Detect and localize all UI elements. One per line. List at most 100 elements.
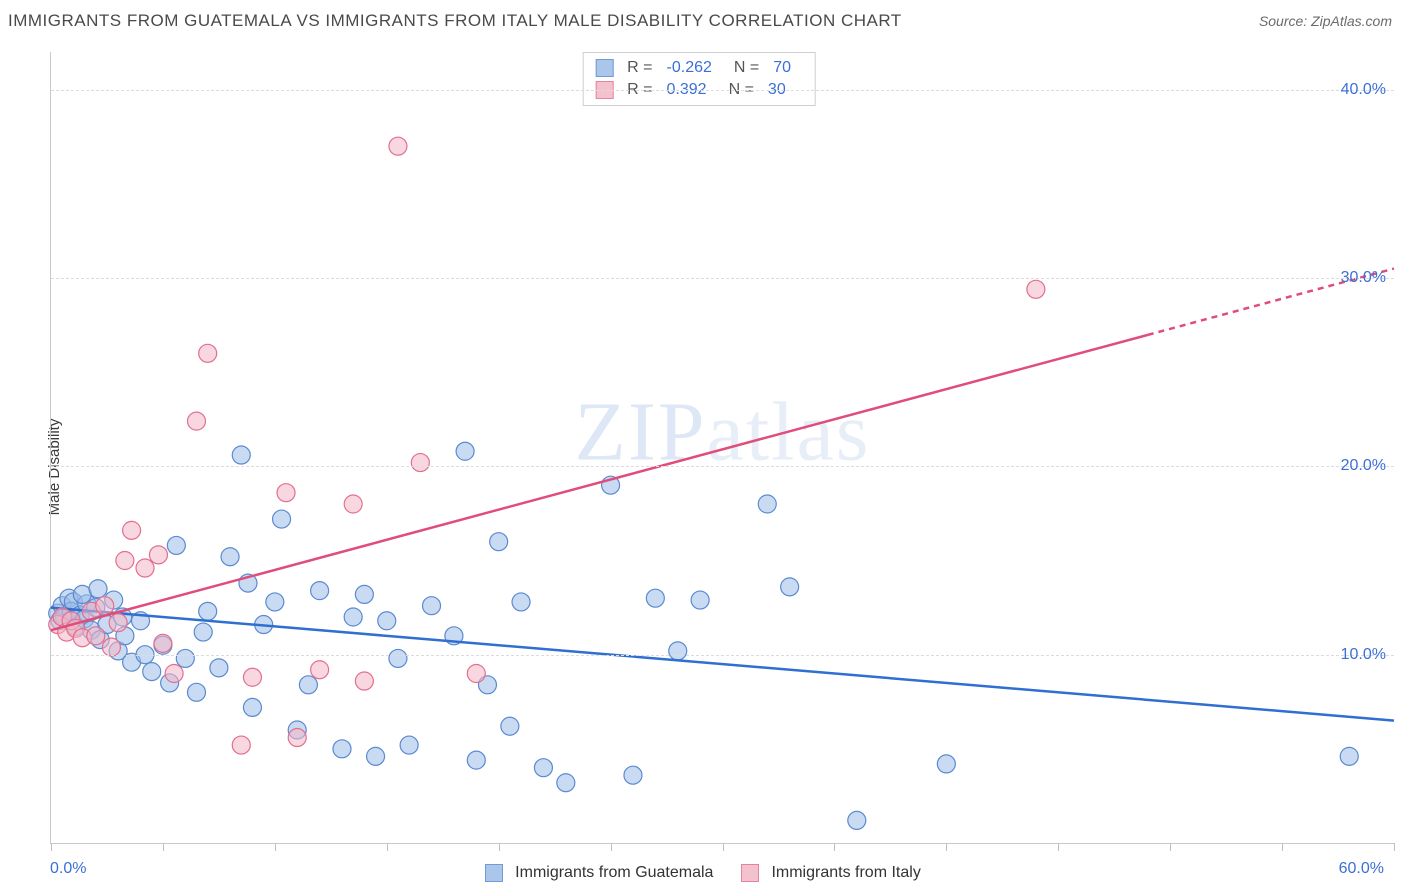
legend-label-italy: Immigrants from Italy [771,864,920,882]
scatter-point [355,585,373,603]
x-tick [387,843,388,851]
scatter-point [149,546,167,564]
x-tick [1170,843,1171,851]
scatter-point [232,446,250,464]
x-tick [1058,843,1059,851]
scatter-point [333,740,351,758]
x-tick [499,843,500,851]
scatter-point [400,736,418,754]
scatter-point [266,593,284,611]
scatter-point [165,665,183,683]
x-tick [275,843,276,851]
title-bar: IMMIGRANTS FROM GUATEMALA VS IMMIGRANTS … [0,0,1406,42]
scatter-point [187,412,205,430]
scatter-point [456,442,474,460]
gridline-h [51,655,1394,656]
scatter-point [937,755,955,773]
scatter-point [194,623,212,641]
swatch-guatemala [595,59,613,77]
scatter-point [758,495,776,513]
legend-swatch-guatemala [485,864,503,882]
scatter-point [243,698,261,716]
correlation-legend: R = -0.262 N = 70 R = 0.392 N = 30 [582,52,816,106]
scatter-point [512,593,530,611]
scatter-point [1027,280,1045,298]
plot-region: ZIPatlas R = -0.262 N = 70 R = 0.392 N =… [50,52,1394,844]
legend-item-italy: Immigrants from Italy [741,864,920,882]
scatter-point [243,668,261,686]
scatter-point [154,634,172,652]
x-tick [834,843,835,851]
scatter-point [273,510,291,528]
scatter-point [367,747,385,765]
chart-area: Male Disability ZIPatlas R = -0.262 N = … [0,42,1406,892]
scatter-point [87,627,105,645]
r-value-1: -0.262 [667,57,712,79]
legend-swatch-italy [741,864,759,882]
source-attribution: Source: ZipAtlas.com [1259,13,1392,29]
y-tick-label: 20.0% [1341,457,1386,475]
scatter-point [534,759,552,777]
scatter-point [557,774,575,792]
x-tick [611,843,612,851]
scatter-point [109,614,127,632]
scatter-point [467,665,485,683]
scatter-point [624,766,642,784]
scatter-point [311,582,329,600]
r-label: R = [627,57,652,79]
scatter-point [96,597,114,615]
scatter-point [311,661,329,679]
scatter-point [848,811,866,829]
gridline-h [51,90,1394,91]
scatter-point [277,484,295,502]
scatter-point [143,663,161,681]
y-tick-label: 40.0% [1341,81,1386,99]
scatter-point [102,638,120,656]
scatter-point [232,736,250,754]
scatter-point [389,649,407,667]
scatter-point [646,589,664,607]
scatter-point [389,137,407,155]
scatter-point [691,591,709,609]
scatter-point [378,612,396,630]
scatter-point [344,495,362,513]
scatter-point [136,559,154,577]
x-tick [723,843,724,851]
legend-item-guatemala: Immigrants from Guatemala [485,864,713,882]
gridline-h [51,466,1394,467]
scatter-point [669,642,687,660]
correlation-row-1: R = -0.262 N = 70 [595,57,803,79]
scatter-point [299,676,317,694]
x-tick [51,843,52,851]
scatter-point [199,344,217,362]
scatter-point [781,578,799,596]
scatter-point [411,454,429,472]
x-tick [1394,843,1395,851]
plot-svg [51,52,1394,843]
y-tick-label: 30.0% [1341,269,1386,287]
scatter-point [288,729,306,747]
n-value-1: 70 [773,57,791,79]
scatter-point [344,608,362,626]
y-tick-label: 10.0% [1341,646,1386,664]
scatter-point [89,580,107,598]
legend-label-guatemala: Immigrants from Guatemala [515,864,713,882]
scatter-point [1340,747,1358,765]
series-legend: Immigrants from Guatemala Immigrants fro… [0,864,1406,882]
scatter-point [423,597,441,615]
chart-title: IMMIGRANTS FROM GUATEMALA VS IMMIGRANTS … [8,11,902,31]
scatter-point [167,536,185,554]
scatter-point [210,659,228,677]
scatter-point [490,533,508,551]
scatter-point [501,717,519,735]
scatter-point [176,649,194,667]
scatter-point [187,683,205,701]
scatter-point [355,672,373,690]
gridline-h [51,278,1394,279]
scatter-point [221,548,239,566]
x-tick [163,843,164,851]
trend-line [51,335,1148,630]
x-tick [1282,843,1283,851]
scatter-point [199,602,217,620]
scatter-point [467,751,485,769]
